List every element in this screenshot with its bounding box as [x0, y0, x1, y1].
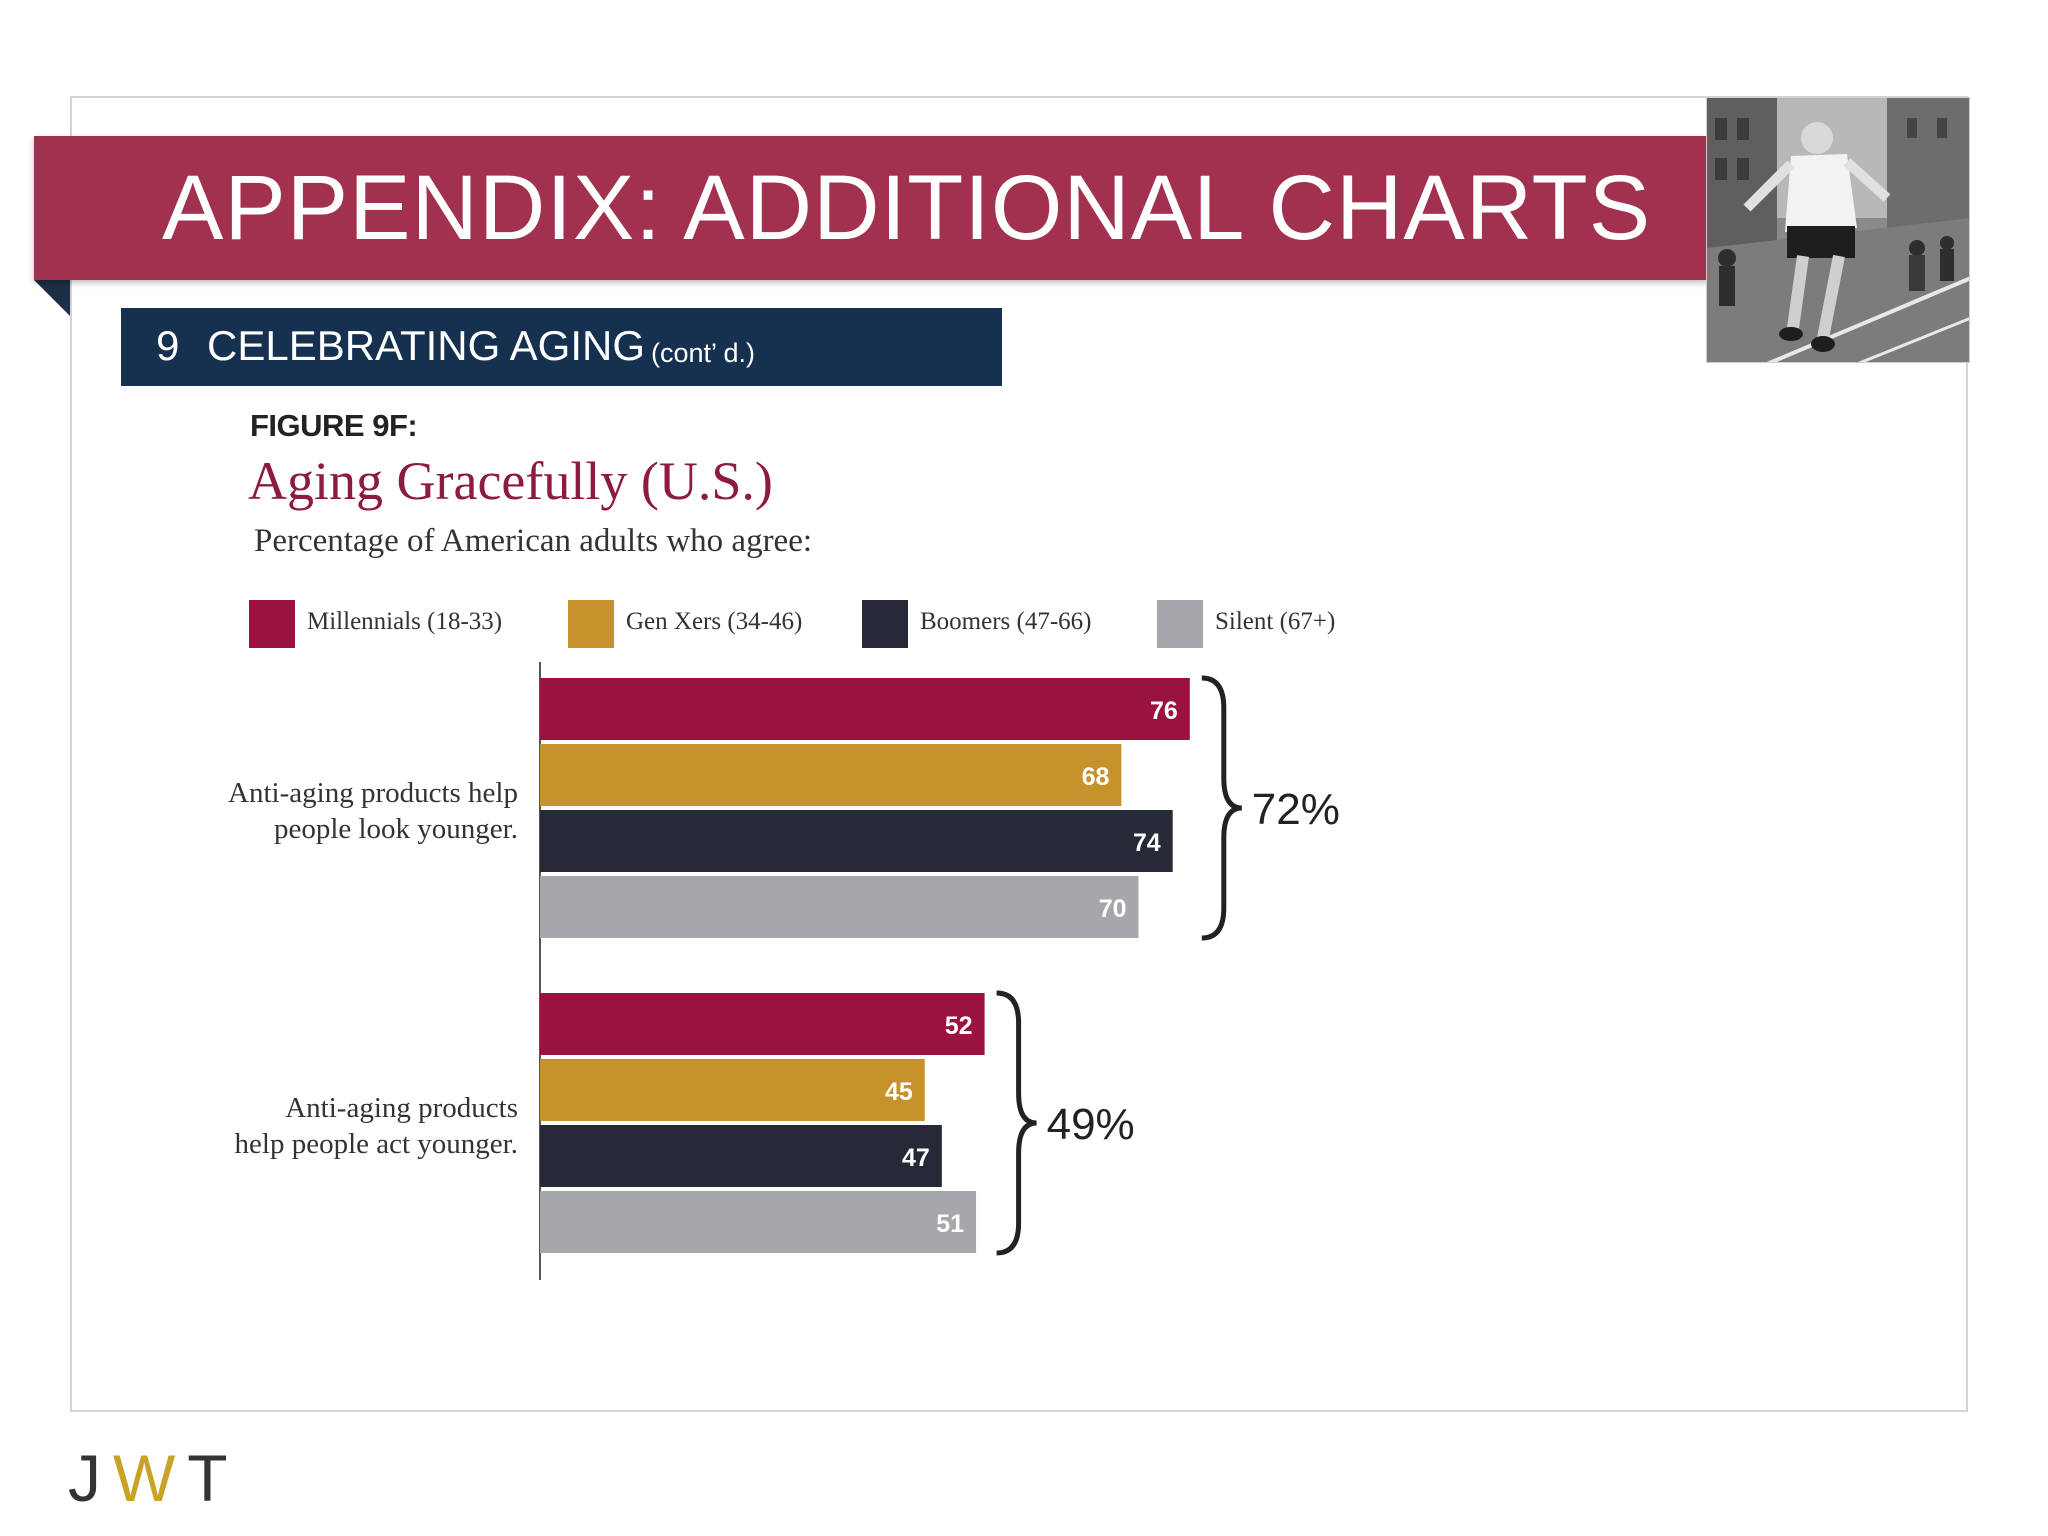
data-label-silent-group-2: 51 — [936, 1210, 964, 1238]
title-band: APPENDIX: ADDITIONAL CHARTS — [34, 136, 1708, 280]
data-label-millennials-group-2: 52 — [945, 1012, 973, 1040]
category-label-1-line-2: people look younger. — [274, 813, 518, 845]
bar-boomers-group-1 — [540, 810, 1173, 872]
data-label-silent-group-1: 70 — [1099, 895, 1127, 923]
group-total-1: 72% — [1252, 785, 1340, 834]
section-title: CELEBRATING AGING — [207, 322, 645, 369]
bar-millennials-group-2 — [540, 993, 985, 1055]
legend-label-boomers: Boomers (47-66) — [920, 608, 1092, 635]
chart-title: Aging Gracefully (U.S.) — [248, 451, 773, 511]
category-label-2-line-2: help people act younger. — [235, 1128, 518, 1160]
data-label-genx-group-1: 68 — [1082, 763, 1110, 791]
data-label-millennials-group-1: 76 — [1150, 697, 1178, 725]
chart-subtitle: Percentage of American adults who agree: — [254, 523, 813, 559]
group-brace-2 — [996, 990, 1037, 1256]
legend-swatch-millennials — [249, 600, 295, 648]
category-label-2-line-1: Anti-aging products — [285, 1092, 518, 1124]
section-note: (cont’ d.) — [651, 338, 756, 368]
legend-label-genx: Gen Xers (34-46) — [626, 608, 803, 635]
runner-photo — [1706, 97, 1970, 363]
jwt-logo: JWT — [68, 1438, 240, 1518]
figure-label: FIGURE 9F: — [250, 408, 418, 443]
category-label-1-line-1: Anti-aging products help — [228, 777, 518, 809]
logo-letter-t: T — [187, 1441, 240, 1515]
data-label-boomers-group-2: 47 — [902, 1144, 930, 1172]
bar-silent-group-2 — [540, 1191, 977, 1253]
legend-swatch-silent — [1157, 600, 1203, 648]
page-title: APPENDIX: ADDITIONAL CHARTS — [162, 157, 1652, 259]
legend-label-silent: Silent (67+) — [1215, 608, 1336, 635]
legend-label-millennials: Millennials (18-33) — [307, 608, 503, 635]
logo-letter-j: J — [68, 1441, 113, 1515]
group-brace-1 — [1201, 675, 1243, 941]
legend-swatch-genx — [568, 600, 614, 648]
group-total-2: 49% — [1047, 1100, 1135, 1149]
bar-genx-group-2 — [540, 1059, 925, 1121]
data-label-boomers-group-1: 74 — [1133, 829, 1161, 857]
bar-genx-group-1 — [540, 744, 1122, 806]
bar-silent-group-1 — [540, 876, 1139, 938]
logo-letter-w: W — [113, 1441, 188, 1515]
section-number: 9 — [156, 322, 180, 369]
section-band: 9 CELEBRATING AGING (cont’ d.) — [121, 308, 1002, 386]
title-band-fold — [34, 280, 70, 316]
bar-millennials-group-1 — [540, 678, 1190, 740]
data-label-genx-group-2: 45 — [885, 1078, 913, 1106]
bar-boomers-group-2 — [540, 1125, 942, 1187]
legend-swatch-boomers — [862, 600, 908, 648]
